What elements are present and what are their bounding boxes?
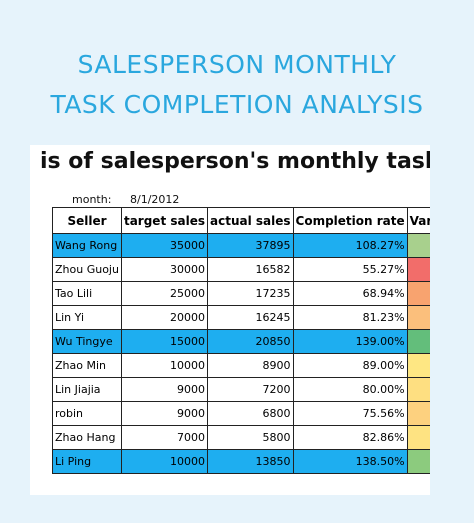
cell: 10000: [120, 353, 209, 378]
column-header: Variance Analysis: [406, 207, 430, 234]
cell: Tao Lili: [52, 281, 122, 306]
cell: 10000: [120, 449, 209, 474]
cell: 82.86%: [292, 425, 408, 450]
cell: 81.23%: [292, 305, 408, 330]
cell: 16245: [207, 305, 294, 330]
cell: 37895: [207, 233, 294, 258]
cell: Wu Tingye: [52, 329, 122, 354]
page-title-line: TASK COMPLETION ANALYSIS: [50, 90, 424, 119]
month-label: month:: [72, 193, 112, 206]
cell: -2200: [406, 401, 430, 426]
cell: 3850: [406, 449, 430, 474]
cell: 7200: [207, 377, 294, 402]
cell: 5850: [406, 329, 430, 354]
cell: 8900: [207, 353, 294, 378]
cell: Zhao Min: [52, 353, 122, 378]
cell: 75.56%: [292, 401, 408, 426]
column-header: actual sales: [207, 207, 294, 234]
cell: 20850: [207, 329, 294, 354]
column-header: target sales: [120, 207, 209, 234]
cell: 7000: [120, 425, 209, 450]
cell: -13418: [406, 257, 430, 282]
cell: -3755: [406, 305, 430, 330]
cell: 9000: [120, 377, 209, 402]
cell: 2895: [406, 233, 430, 258]
cell: 20000: [120, 305, 209, 330]
cell: 68.94%: [292, 281, 408, 306]
cell: 80.00%: [292, 377, 408, 402]
cell: 30000: [120, 257, 209, 282]
header-row: Seller target sales actual sales Completion…: [52, 207, 430, 234]
cell: 35000: [120, 233, 209, 258]
cell: -1800: [406, 377, 430, 402]
cell: 6800: [207, 401, 294, 426]
column-header: Completion rate: [292, 207, 408, 234]
cell: 16582: [207, 257, 294, 282]
cell: 89.00%: [292, 353, 408, 378]
cell: Wang Rong: [52, 233, 122, 258]
cell: Zhao Hang: [52, 425, 122, 450]
cell: 13850: [207, 449, 294, 474]
cell: Li Ping: [52, 449, 122, 474]
cell: Lin Yi: [52, 305, 122, 330]
cell: 138.50%: [292, 449, 408, 474]
cell: -7765: [406, 281, 430, 306]
cell: 17235: [207, 281, 294, 306]
cell: robin: [52, 401, 122, 426]
cell: 15000: [120, 329, 209, 354]
month-value: 8/1/2012: [130, 193, 180, 206]
cell: -1200: [406, 425, 430, 450]
cell: 25000: [120, 281, 209, 306]
sheet: is of salesperson's monthly task comp mo…: [30, 145, 430, 495]
page-title-line: SALESPERSON MONTHLY: [77, 50, 397, 79]
cell: -1100: [406, 353, 430, 378]
cell: 108.27%: [292, 233, 408, 258]
cell: 5800: [207, 425, 294, 450]
sheet-title: is of salesperson's monthly task comp: [40, 149, 430, 174]
column-header: Seller: [52, 207, 122, 234]
cell: Lin Jiajia: [52, 377, 122, 402]
cell: 139.00%: [292, 329, 408, 354]
cell: Zhou Guoju: [52, 257, 122, 282]
cell: 55.27%: [292, 257, 408, 282]
cell: 9000: [120, 401, 209, 426]
data-table: Seller target sales actual sales Completion…: [52, 207, 430, 474]
